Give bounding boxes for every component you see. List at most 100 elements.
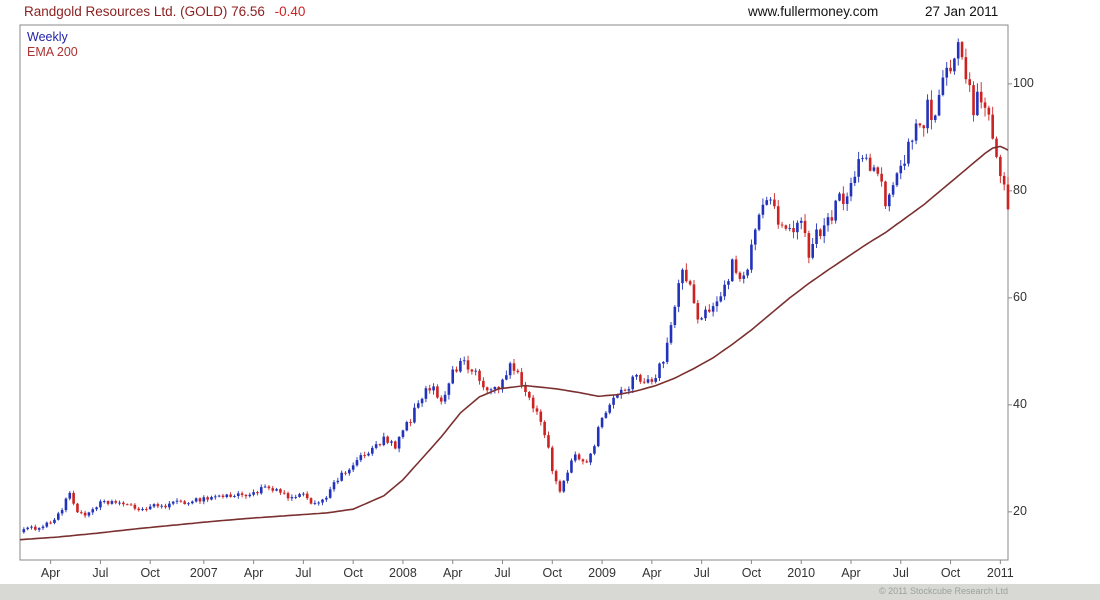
candle-body — [41, 526, 45, 529]
candle-body — [102, 501, 106, 502]
candle-body — [861, 158, 864, 160]
instrument-name-and-price: Randgold Resources Ltd. (GOLD) 76.56 — [24, 4, 265, 19]
candle-body — [49, 522, 52, 524]
candle-body — [819, 229, 822, 237]
candle-body — [482, 380, 485, 388]
candle-body — [512, 363, 516, 371]
candle-body — [884, 181, 887, 207]
candle-body — [37, 528, 41, 530]
candle-body — [217, 495, 221, 497]
candle-body — [122, 502, 125, 505]
candle-body — [547, 435, 550, 448]
candle-body — [459, 360, 462, 372]
x-tick-label: Jul — [295, 566, 312, 580]
candle-body — [654, 378, 657, 382]
candle-body — [880, 173, 883, 182]
candle-body — [700, 318, 703, 320]
candle-body — [171, 501, 175, 504]
candle-body — [56, 513, 60, 520]
candle-body — [677, 283, 680, 307]
candle-body — [593, 446, 596, 454]
candle-body — [730, 259, 734, 282]
copyright-label: © 2011 Stockcube Research Ltd — [878, 586, 1008, 596]
candle-body — [332, 482, 336, 490]
candle-body — [114, 501, 118, 503]
candle-body — [681, 269, 684, 284]
candle-body — [635, 374, 638, 377]
candle-body — [723, 284, 726, 297]
candle-body — [903, 163, 906, 166]
candle-body — [22, 529, 26, 533]
candle-body — [371, 447, 374, 454]
candle-body — [336, 480, 340, 483]
candle-body — [600, 417, 604, 428]
candle-body — [413, 407, 416, 423]
candle-body — [210, 496, 213, 500]
candle-body — [148, 506, 152, 510]
candle-body — [811, 243, 814, 258]
candle-body — [539, 411, 543, 422]
candle-body — [834, 200, 837, 221]
x-tick-label: Jul — [92, 566, 109, 580]
candle-body — [619, 389, 623, 395]
candle-body — [302, 493, 305, 495]
y-tick-label: 40 — [1013, 396, 1027, 411]
candle-body — [558, 481, 562, 492]
candle-body — [233, 495, 236, 497]
candle-body — [853, 176, 857, 184]
candle-body — [918, 123, 922, 126]
candle-body — [746, 269, 749, 276]
candle-body — [68, 492, 72, 499]
candle-body — [922, 125, 926, 129]
candle-body — [742, 275, 746, 279]
candle-body — [309, 498, 313, 504]
candle-body — [321, 499, 324, 503]
candle-body — [355, 460, 359, 466]
x-tick-label: 2011 — [986, 566, 1014, 580]
candle-body — [696, 303, 700, 320]
candle-body — [489, 389, 493, 391]
candle-body — [585, 461, 589, 463]
candle-body — [397, 436, 401, 449]
x-tick-label: Jul — [693, 566, 710, 580]
candle-body — [784, 225, 788, 229]
x-tick-label: Oct — [140, 566, 160, 580]
candle-body — [53, 519, 56, 523]
candle-body — [550, 447, 554, 472]
candle-body — [842, 193, 845, 204]
y-tick-label: 20 — [1013, 503, 1027, 518]
candle-body — [351, 465, 355, 470]
candle-body — [577, 454, 581, 460]
candle-body — [386, 436, 389, 443]
candle-body — [673, 306, 677, 326]
candle-body — [145, 509, 148, 510]
candle-body — [125, 504, 129, 506]
candle-body — [964, 57, 968, 80]
candle-body — [279, 489, 282, 493]
candle-body — [627, 389, 631, 391]
candle-body — [393, 441, 397, 449]
candle-body — [826, 217, 830, 226]
x-tick-label: Apr — [40, 566, 61, 580]
candle-body — [64, 498, 68, 511]
candle-body — [865, 157, 868, 159]
candle-body — [930, 99, 933, 121]
candle-body — [432, 386, 435, 391]
candle-body — [275, 489, 278, 491]
date-label: 27 Jan 2011 — [925, 4, 999, 19]
y-tick-label: 100 — [1013, 75, 1034, 90]
candle-body — [34, 526, 37, 530]
candle-body — [650, 379, 654, 382]
candle-body — [776, 206, 780, 225]
candle-body — [528, 392, 531, 398]
candle-body — [891, 185, 895, 195]
x-tick-label: Jul — [494, 566, 511, 580]
candle-body — [669, 325, 673, 343]
candle-body — [822, 225, 826, 237]
x-tick-label: Oct — [741, 566, 762, 580]
candle-body — [137, 508, 141, 511]
ema-line — [19, 145, 1009, 541]
candle-body — [953, 58, 956, 72]
candle-body — [493, 387, 497, 390]
x-tick-label: Apr — [243, 566, 264, 580]
